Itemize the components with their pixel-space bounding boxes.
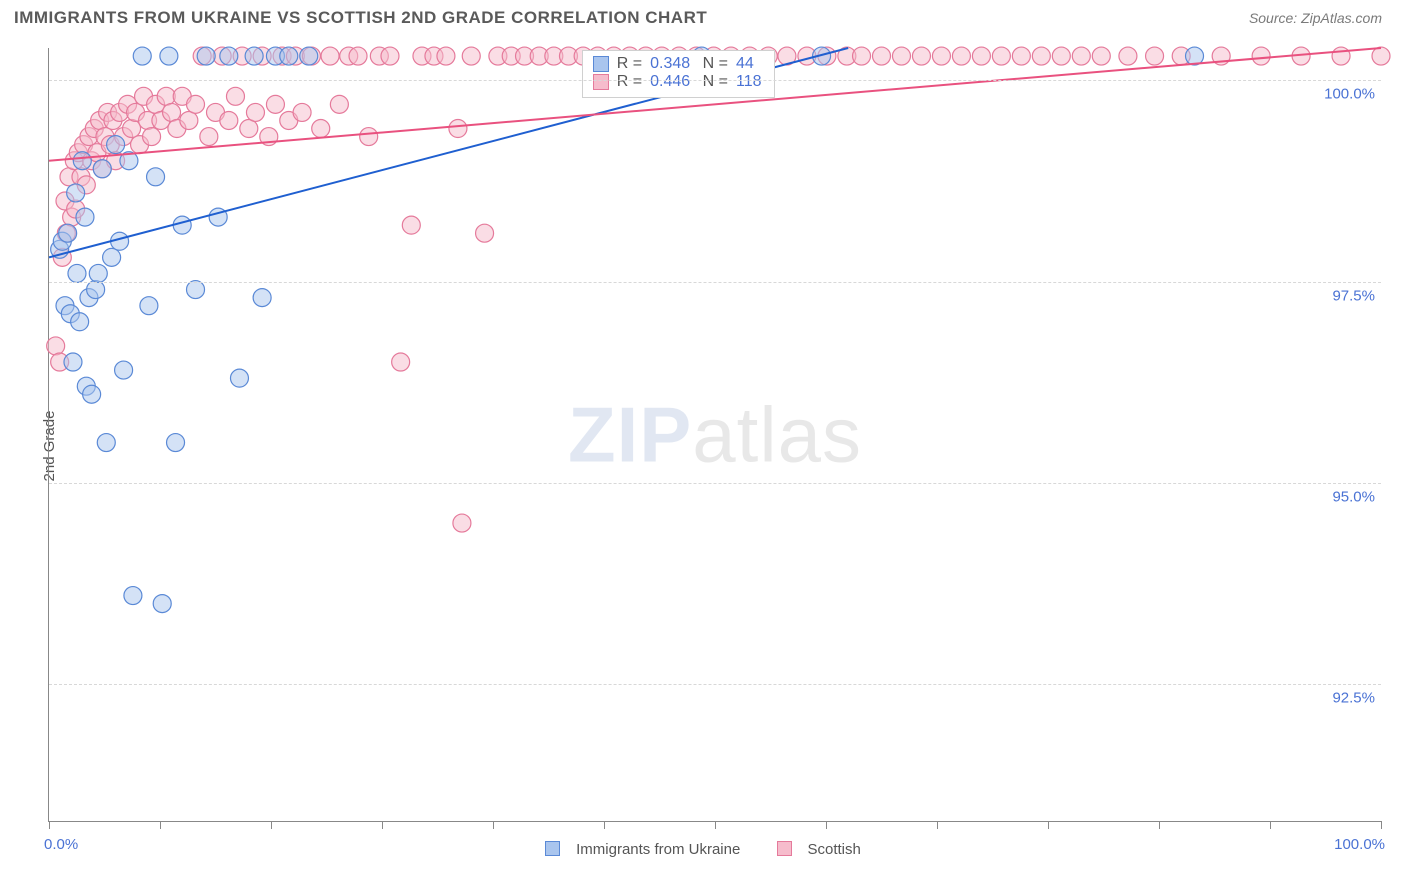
gridline	[49, 282, 1381, 283]
x-tick	[160, 821, 161, 829]
legend-row: R = 0.446 N = 118	[593, 73, 762, 91]
chart-header: IMMIGRANTS FROM UKRAINE VS SCOTTISH 2ND …	[0, 0, 1406, 36]
x-tick	[493, 821, 494, 829]
legend-n-value: 118	[736, 73, 762, 91]
series-legend: Immigrants from Ukraine Scottish	[0, 841, 1406, 858]
chart-plot-area: ZIPatlas R =0.348 N =44R =0.446 N =118 1…	[48, 48, 1381, 822]
x-tick	[1381, 821, 1382, 829]
legend-n-value: 44	[736, 55, 754, 73]
legend-r-label: R =	[617, 73, 642, 91]
gridline	[49, 80, 1381, 81]
legend-item-scottish: Scottish	[769, 841, 869, 858]
x-tick	[1270, 821, 1271, 829]
y-tick-label: 97.5%	[1332, 287, 1375, 304]
source-label: Source: ZipAtlas.com	[1249, 10, 1382, 26]
x-tick	[715, 821, 716, 829]
x-tick	[604, 821, 605, 829]
y-tick-label: 92.5%	[1332, 690, 1375, 707]
y-tick-label: 95.0%	[1332, 488, 1375, 505]
legend-item-ukraine: Immigrants from Ukraine	[537, 841, 752, 858]
x-tick	[1048, 821, 1049, 829]
gridline	[49, 684, 1381, 685]
chart-title: IMMIGRANTS FROM UKRAINE VS SCOTTISH 2ND …	[14, 8, 707, 28]
legend-n-label: N =	[698, 55, 728, 73]
x-tick	[1159, 821, 1160, 829]
legend-row: R = 0.348 N = 44	[593, 55, 762, 73]
legend-n-label: N =	[698, 73, 728, 91]
gridline	[49, 483, 1381, 484]
legend-swatch	[593, 74, 609, 90]
legend-r-label: R =	[617, 55, 642, 73]
legend-r-value: 0.446	[650, 73, 690, 91]
legend-r-value: 0.348	[650, 55, 690, 73]
scatter-svg	[49, 48, 1381, 821]
y-tick-label: 100.0%	[1324, 86, 1375, 103]
legend-swatch	[593, 56, 609, 72]
legend-swatch-scottish	[777, 841, 792, 856]
x-tick	[826, 821, 827, 829]
x-tick	[382, 821, 383, 829]
x-tick	[271, 821, 272, 829]
correlation-legend: R = 0.348 N = 44 R = 0.446 N = 118	[582, 50, 775, 98]
x-tick	[49, 821, 50, 829]
legend-swatch-ukraine	[545, 841, 560, 856]
x-tick	[937, 821, 938, 829]
